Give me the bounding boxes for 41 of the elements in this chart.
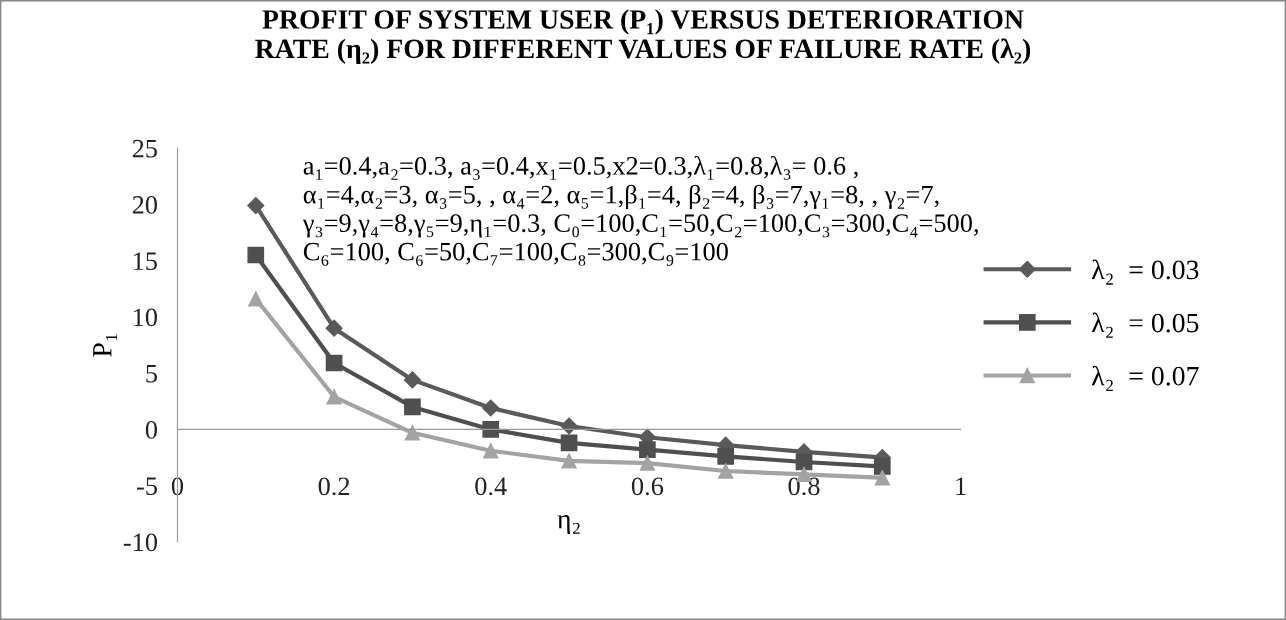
point [717,448,735,465]
x-tick-label: 0.4 [475,477,507,496]
point [560,434,578,452]
x-tick-label: 1 [956,477,966,495]
x-tick-label: 0.6 [631,477,664,496]
y-tick-label: -10 [123,533,158,552]
point [561,453,577,469]
point [795,453,813,471]
x-tick-label: 0 [171,477,184,496]
legend-label: λ₂ = 0.07 [1091,365,1199,391]
point [482,421,500,438]
x-tick-label: 0.2 [318,477,350,496]
point [248,291,264,307]
y-tick-label: 20 [132,196,158,214]
y-axis-title: P₁ [93,334,117,357]
y-tick-label: -5 [137,477,157,496]
point [873,458,891,475]
point [247,196,265,215]
point [325,319,343,337]
point [325,354,343,372]
legend-label: λ₂ = 0.05 [1091,312,1199,338]
y-tick-label: 0 [145,421,158,439]
x-axis-title: η₂ [557,515,580,535]
y-tick-label: 15 [133,252,157,271]
annotation: a₁=0.4,a₂=0.3, a₃=0.4,x₁=0.5,x2=0.3,λ₁=0.8,λ₃= 0.6 , α₁=4,α₂=3, α₃=5, , α₄=2, α₅=1,β₁=4, β₂=4, β₃=7,γ₁=8, , γ₂=7, γ₃=9,γ₄=8,γ₅=9,η₁=0.3, C₀=100,C₁=50,C₂=100,C₃=300,C₄=500, C₆=100, C₆=50,C₇=100,C₈=300,C₉=100 [302,155,978,266]
point [404,425,421,441]
y-tick-label: 10 [133,308,158,327]
point [639,441,656,458]
chart-title: PROFIT OF SYSTEM USER (P₁) VERSUS DETERIORATION RATE (η₂) FOR DIFFERENT VALUES OF FAILURE RATE (λ₂) [255,9,1031,64]
point [247,246,265,264]
y-tick-label: 5 [146,365,157,383]
point [326,389,342,405]
point [874,470,890,486]
point [639,455,656,471]
point [403,371,421,389]
point [483,443,499,459]
y-tick-label: 25 [132,139,157,158]
legend-label: λ₂ = 0.03 [1091,259,1199,285]
point [718,463,734,479]
point [482,399,500,417]
point [404,398,421,416]
